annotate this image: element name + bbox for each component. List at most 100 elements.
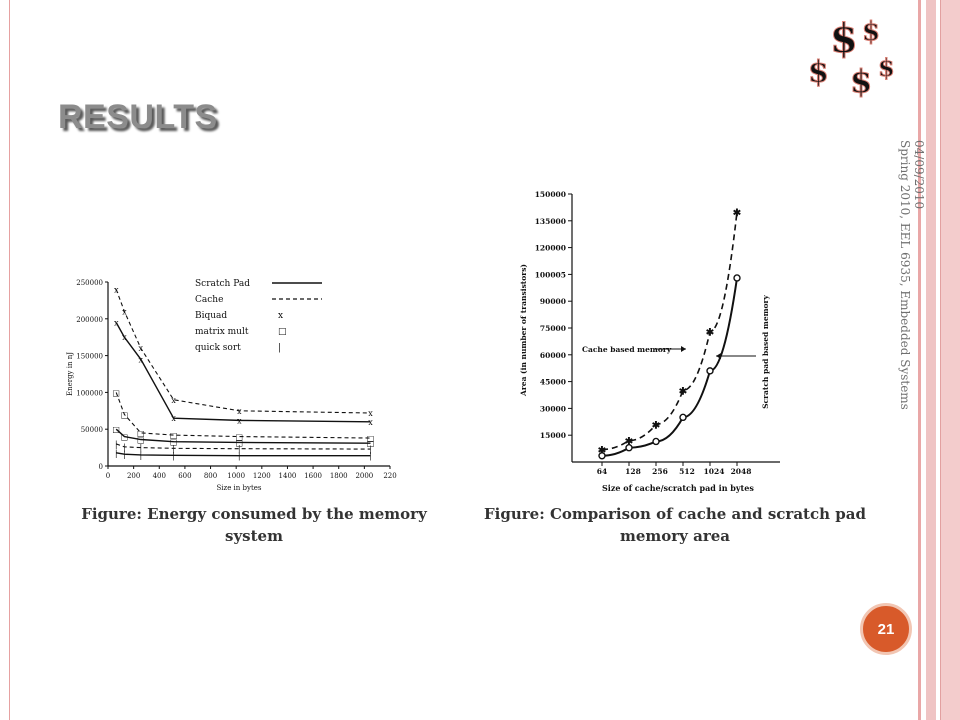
data-point-marker: | [139, 444, 142, 453]
data-point-marker: x [171, 414, 176, 423]
svg-text:$: $ [862, 17, 880, 47]
x-tick-label: 1600 [304, 472, 322, 480]
x-axis-label: Size of cache/scratch pad in bytes [602, 483, 754, 493]
data-point-marker: ✱ [679, 387, 688, 398]
slide-date: 04/09/2010 [912, 140, 926, 210]
legend-marker: | [278, 343, 281, 353]
data-point-marker: ✱ [706, 328, 715, 339]
caption-right: Figure: Comparison of cache and scratch … [484, 505, 866, 545]
data-point-marker: | [115, 449, 118, 458]
data-point-marker [598, 452, 606, 460]
x-tick-label: 256 [652, 467, 668, 476]
y-tick-label: 15000 [540, 431, 566, 440]
page-number-badge: 21 [860, 603, 912, 655]
x-tick-label: 600 [178, 472, 191, 480]
data-point-marker: ✱ [652, 420, 661, 431]
legend-label: Biquad [195, 311, 227, 321]
data-point-marker: | [139, 451, 142, 460]
data-point-marker: x [114, 318, 119, 327]
x-tick-label: 1800 [330, 472, 348, 480]
x-tick-label: 1024 [704, 467, 725, 476]
series-line [116, 443, 371, 450]
data-point-marker: □ [170, 431, 178, 440]
legend-marker: x [278, 311, 283, 321]
y-tick-label: 120000 [535, 244, 566, 253]
x-tick-label: 200 [127, 472, 140, 480]
data-point-marker: □ [367, 434, 375, 443]
data-point-marker [733, 274, 741, 282]
y-tick-label: 90000 [540, 297, 566, 306]
x-tick-label: 2000 [355, 472, 373, 480]
series-line [115, 428, 371, 444]
y-tick-label: 75000 [540, 324, 566, 333]
annotation-arrowhead-scratch [716, 353, 721, 359]
y-tick-label: 150000 [535, 190, 566, 199]
x-tick-label: 220 [383, 472, 396, 480]
series-line [115, 289, 371, 414]
course-label: Spring 2010, EEL 6935, Embedded Systems [898, 140, 912, 410]
series-line [115, 322, 371, 423]
y-tick-label: 250000 [76, 279, 103, 287]
right-stripe-outer [940, 0, 960, 720]
data-point-marker: □ [112, 425, 120, 434]
data-point-marker: □ [112, 388, 120, 397]
data-point-marker [625, 444, 633, 452]
svg-text:$: $ [808, 55, 829, 90]
x-tick-label: 0 [106, 472, 110, 480]
legend-label: Scratch Pad [195, 279, 250, 289]
data-point-marker: ✱ [598, 445, 607, 456]
series-line [601, 277, 738, 457]
data-point-marker: □ [367, 439, 375, 448]
series-line [115, 392, 371, 439]
data-point-marker: x [122, 333, 127, 342]
x-tick-label: 128 [625, 467, 641, 476]
x-tick-label: 800 [204, 472, 217, 480]
left-border-line [9, 0, 10, 720]
y-tick-label: 150000 [76, 353, 103, 361]
data-point-marker [679, 413, 687, 422]
data-point-marker: ✱ [733, 208, 742, 219]
right-stripe-thin [918, 0, 921, 720]
data-point-marker [652, 437, 660, 446]
slide-title: RESULTS [58, 98, 218, 136]
annotation-scratch: Scratch pad based memory [761, 294, 770, 408]
x-tick-label: 1200 [253, 472, 271, 480]
x-tick-label: 512 [679, 467, 695, 476]
legend-label: matrix mult [195, 327, 249, 337]
area-chart: 15000 30000 45000 60000 75000 90000 100005 1200… [520, 190, 780, 493]
data-point-marker: ✱ [625, 437, 634, 448]
data-point-marker: □ [121, 410, 129, 419]
data-point-marker: | [123, 443, 126, 452]
series-line [116, 452, 371, 457]
data-point-marker: | [369, 445, 372, 454]
dollar-signs-icon: $ $ $ $ $ [808, 15, 896, 101]
vertical-footer: 04/09/2010 Spring 2010, EEL 6935, Embedd… [898, 140, 926, 410]
annotation-cache: Cache based memory [582, 345, 672, 354]
data-point-marker: □ [235, 433, 243, 442]
data-point-marker: | [123, 450, 126, 459]
y-tick-label: 100000 [76, 389, 103, 397]
data-point-marker: x [368, 409, 373, 418]
data-point-marker: □ [170, 438, 178, 447]
data-point-marker: □ [121, 433, 129, 442]
y-tick-label: 0 [99, 463, 103, 471]
data-point-marker [706, 367, 714, 375]
data-point-marker: x [368, 418, 373, 427]
data-point-marker: x [114, 285, 119, 294]
data-point-marker: | [115, 440, 118, 449]
data-point-marker: | [238, 452, 241, 461]
y-tick-label: 45000 [540, 378, 566, 387]
data-point-marker: x [237, 407, 242, 416]
x-tick-label: 1400 [279, 472, 297, 480]
data-point-marker: | [172, 444, 175, 453]
data-point-marker: | [238, 445, 241, 454]
legend-marker: □ [278, 327, 287, 337]
legend-label: Cache [195, 295, 223, 305]
data-point-marker: x [139, 344, 144, 353]
series-line [601, 211, 738, 451]
data-point-marker: x [139, 355, 144, 364]
x-axis-label: Size in bytes [216, 484, 261, 492]
x-tick-label: 2048 [731, 467, 752, 476]
y-tick-label: 135000 [535, 217, 566, 226]
data-point-marker: | [172, 451, 175, 460]
